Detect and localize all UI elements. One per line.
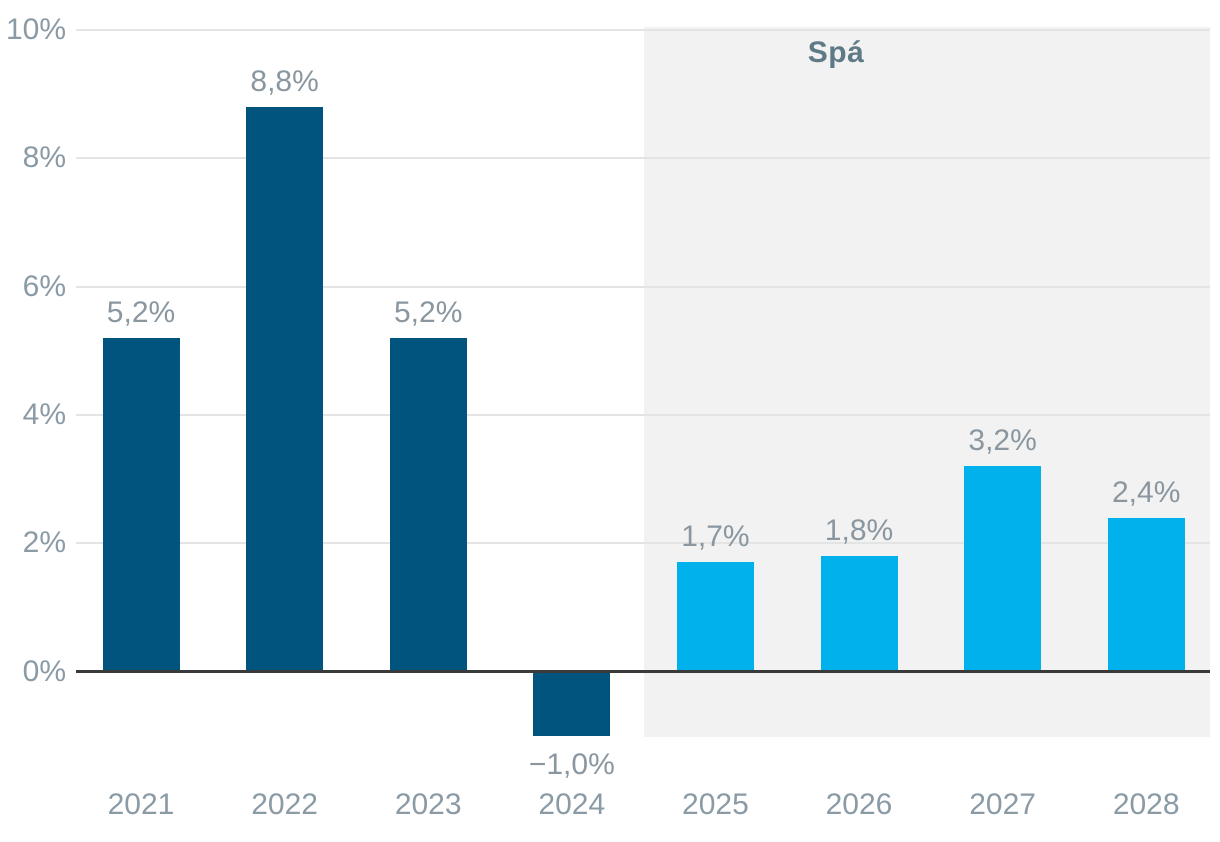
value-label-2021: 5,2%	[106, 295, 176, 329]
y-axis-label-8%: 8%	[22, 141, 66, 175]
bar-2024	[533, 671, 611, 736]
value-label-2026: 1,8%	[824, 514, 894, 547]
gridline-6%	[76, 285, 1210, 288]
value-label-2027: 3,2%	[968, 424, 1037, 458]
bar-2022	[246, 107, 324, 672]
x-axis-label-2022: 2022	[251, 788, 318, 821]
bar-2025	[676, 562, 754, 672]
bar-2023	[389, 337, 467, 672]
x-axis-label-2028: 2028	[1112, 788, 1180, 821]
y-axis-label-10%: 10%	[5, 13, 66, 46]
bar-2027	[964, 466, 1042, 672]
bar-2026	[820, 556, 898, 672]
x-axis-label-2023: 2023	[394, 788, 462, 821]
value-label-2022: 8,8%	[250, 65, 319, 98]
gridline-10%	[76, 29, 1210, 31]
bar-2028	[1107, 517, 1185, 672]
zero-axis-line	[76, 670, 1210, 673]
y-axis-label-2%: 2%	[22, 526, 66, 560]
y-axis-label-6%: 6%	[22, 269, 66, 303]
bar-2021	[102, 337, 180, 672]
value-label-2023: 5,2%	[393, 295, 463, 329]
value-label-2028: 2,4%	[1111, 475, 1181, 509]
y-axis-label-4%: 4%	[22, 397, 66, 431]
x-axis-label-2027: 2027	[969, 788, 1036, 821]
y-axis-label-0%: 0%	[22, 654, 66, 688]
x-axis-label-2024: 2024	[538, 788, 606, 821]
value-label-2024: −1,0%	[528, 747, 615, 781]
gridline-2%	[76, 542, 1210, 545]
x-axis-label-2025: 2025	[682, 788, 749, 821]
forecast-title: Spá	[807, 36, 865, 69]
x-axis-label-2026: 2026	[825, 788, 893, 821]
x-axis-label-2021: 2021	[107, 788, 175, 821]
value-label-2025: 1,7%	[681, 520, 750, 554]
gridline-8%	[76, 157, 1210, 160]
gridline-4%	[76, 413, 1210, 416]
